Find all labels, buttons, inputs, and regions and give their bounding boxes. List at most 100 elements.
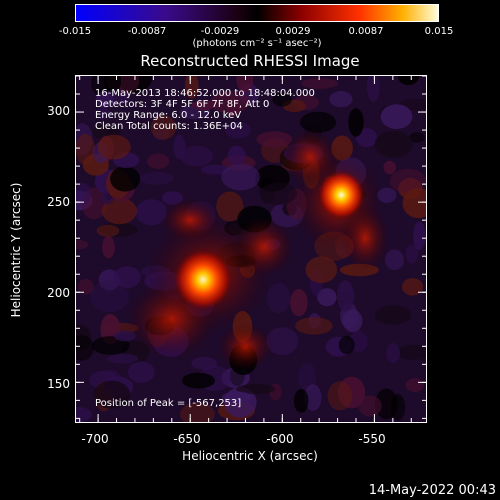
- heatmap-blotch: [385, 249, 404, 271]
- colorbar-tick: 0.0029: [275, 26, 311, 37]
- heatmap-blotch: [221, 391, 253, 404]
- heatmap-blotch: [402, 188, 426, 219]
- heatmap-blotch: [300, 111, 336, 133]
- heatmap-blotch: [180, 402, 215, 422]
- heatmap-blotch: [367, 76, 380, 103]
- heatmap-blotch: [94, 108, 112, 120]
- heatmap-blotch: [375, 305, 412, 325]
- heatmap-blotch: [93, 380, 130, 409]
- heatmap-blotch: [256, 131, 293, 148]
- heatmap-blotch: [76, 239, 89, 250]
- heatmap-blotch: [317, 288, 337, 307]
- heatmap-blotch: [96, 224, 120, 237]
- heatmap-blotch: [329, 91, 353, 108]
- x-axis-label: Heliocentric X (arcsec): [182, 449, 318, 463]
- heatmap-blotch: [304, 384, 322, 411]
- flare-source: [317, 169, 366, 221]
- axes: [76, 75, 426, 422]
- heatmap-blotch: [91, 336, 130, 355]
- heatmap-blotch: [236, 384, 276, 395]
- heatmap-blotch: [113, 266, 141, 289]
- heatmap-blotch: [106, 123, 122, 138]
- generation-timestamp: 14-May-2022 00:43: [368, 483, 496, 498]
- heatmap-blotch: [191, 100, 216, 111]
- heatmap-blotch: [76, 182, 91, 205]
- heatmap-blotch: [107, 353, 139, 364]
- heatmap-blotch: [135, 199, 167, 226]
- heatmap-blotch: [405, 378, 424, 392]
- heatmap-glow: [341, 204, 390, 273]
- heatmap-blotch: [290, 288, 308, 317]
- heatmap-blotch: [225, 121, 251, 139]
- x-tick-label: -550: [358, 432, 386, 446]
- colorbar-tick: 0.015: [424, 26, 454, 37]
- x-tick-label: -650: [173, 432, 201, 446]
- colorbar-tick: -0.0087: [127, 26, 167, 37]
- heatmap-blotch: [413, 221, 426, 251]
- heatmap-glow: [233, 217, 294, 278]
- heatmap-blotch: [398, 76, 419, 86]
- heatmap-blotch: [405, 244, 419, 264]
- heatmap-blotch: [395, 344, 426, 360]
- heatmap-blotch: [358, 395, 382, 417]
- heatmap-blotch: [97, 134, 131, 160]
- heatmap-blotch: [327, 381, 353, 411]
- heatmap-blotch: [110, 166, 141, 192]
- heatmap-blotch: [383, 160, 397, 175]
- heatmap-blotch: [348, 108, 364, 137]
- heatmap-blotch: [401, 278, 424, 296]
- heatmap-blotch: [227, 145, 246, 166]
- heatmap-blotch: [390, 394, 406, 421]
- annotation-detectors: Detectors: 3F 4F 5F 6F 7F 8F, Att 0: [95, 99, 270, 110]
- heatmap-blotch: [260, 182, 297, 205]
- colorbar-units: (photons cm⁻² s⁻¹ asec⁻²): [192, 38, 322, 49]
- heatmap-blotch: [305, 256, 338, 284]
- heatmap-blotch: [386, 343, 401, 364]
- heatmap-blotch: [297, 362, 317, 391]
- colorbar: [75, 4, 439, 22]
- heatmap-blotch: [191, 356, 218, 370]
- heatmap-blotch: [127, 361, 155, 383]
- heatmap-blotch: [216, 191, 244, 222]
- flare-source: [173, 248, 234, 312]
- y-tick-label: 200: [47, 286, 70, 300]
- heatmap-blotch: [236, 76, 254, 94]
- heatmap-blotch: [102, 236, 115, 259]
- colorbar-tick: -0.0029: [200, 26, 240, 37]
- colorbar-gradient: [75, 4, 439, 22]
- annotation-clean: Clean Total counts: 1.36E+04: [95, 121, 243, 132]
- y-tick-label: 150: [47, 377, 70, 391]
- heatmap-blotch: [77, 278, 94, 295]
- heatmap-blotch: [173, 134, 186, 160]
- x-tick-label: -700: [81, 432, 109, 446]
- colorbar-tick: 0.0087: [348, 26, 384, 37]
- heatmap-blotch: [104, 76, 121, 95]
- heatmap-blotch: [201, 164, 230, 175]
- heatmap-image: [76, 76, 426, 422]
- heatmap-blotch: [293, 389, 309, 413]
- heatmap-blotch: [295, 317, 333, 335]
- heatmap-blotch: [380, 104, 413, 129]
- heatmap-blotch: [76, 133, 96, 166]
- y-axis-label: Heliocentric Y (arcsec): [9, 182, 23, 318]
- heatmap-blotch: [221, 163, 260, 191]
- heatmap-blotch: [266, 283, 291, 314]
- heatmap-blotch: [336, 280, 355, 312]
- plot-frame: [75, 75, 427, 423]
- heatmap-blotch: [95, 90, 131, 106]
- heatmap-glow: [217, 322, 274, 371]
- heatmap-blotch: [338, 335, 355, 355]
- heatmap-blotch: [266, 327, 299, 356]
- heatmap-blotch: [210, 91, 250, 114]
- y-tick-label: 250: [47, 195, 70, 209]
- x-tick-label: -600: [266, 432, 294, 446]
- heatmap-blotch: [101, 197, 137, 225]
- heatmap-blotch: [272, 92, 292, 107]
- colorbar-tick: -0.015: [58, 26, 92, 37]
- chart-title: Reconstructed RHESSI Image: [140, 52, 360, 70]
- heatmap-blotch: [89, 280, 130, 313]
- annotation-energy: Energy Range: 6.0 - 12.0 keV: [95, 110, 242, 121]
- annotation-peak: Position of Peak = [-567,253]: [95, 398, 242, 409]
